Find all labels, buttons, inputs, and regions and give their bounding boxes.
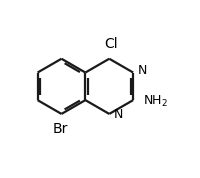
Text: Br: Br <box>53 122 68 136</box>
Text: N: N <box>137 64 146 77</box>
Text: NH$_2$: NH$_2$ <box>142 93 167 109</box>
Text: Cl: Cl <box>104 37 117 51</box>
Text: N: N <box>113 108 122 121</box>
